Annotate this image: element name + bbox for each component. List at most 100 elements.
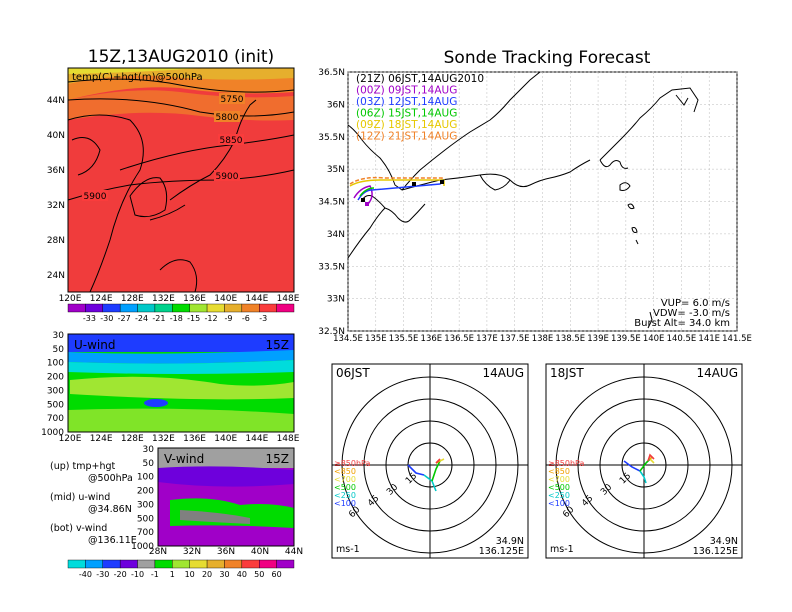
colorbar-swatch (102, 303, 121, 313)
contour-label: 5800 (216, 113, 239, 123)
uwind-label: U-wind (74, 338, 115, 352)
colorbar-swatch (189, 303, 208, 313)
lon-tick-label: 141.5E (722, 334, 752, 344)
colorbar-swatch (224, 303, 243, 313)
colorbar-label: -9 (224, 314, 232, 323)
hodo-level-label: <700 (548, 475, 570, 484)
colorbar-label: 30 (219, 570, 229, 579)
lat-tick-label: 36N (217, 547, 235, 557)
lon-tick-label: 128E (121, 294, 144, 304)
colorbar-label: -27 (118, 314, 131, 323)
legend-up2: @500hPa (88, 473, 133, 484)
lon-tick-label: 139.5E (611, 334, 641, 344)
lon-tick-label: 120E (59, 294, 82, 304)
colorbar-label: -10 (131, 570, 144, 579)
lat-tick-label: 36.5N (318, 68, 345, 78)
colorbar-swatch (137, 303, 156, 313)
lon-tick-label: 148E (277, 294, 300, 304)
lat-tick-label: 36N (47, 166, 65, 176)
pressure-tick-label: 30 (53, 331, 65, 341)
lat-tick-label: 35N (327, 165, 345, 175)
legend-mid: (mid) u-wind (50, 492, 110, 503)
hodo-lon: 136.125E (479, 546, 524, 557)
map500-panel: 5750 5800 5850 5900 5900 temp(C)+hgt(m)@… (67, 67, 295, 293)
hodo-unit: ms-1 (336, 544, 360, 555)
lon-tick-label: 124E (90, 434, 113, 444)
track-legend-entry: (21Z) 06JST,14AUG2010 (356, 73, 484, 85)
lat-tick-label: 33N (327, 295, 345, 305)
colorbar-swatch (206, 559, 225, 569)
lon-tick-label: 138E (532, 334, 554, 344)
pressure-tick-label: 50 (143, 459, 155, 469)
contour-label: 5750 (221, 95, 244, 105)
vup-text: VUP= 6.0 m/s (661, 298, 730, 309)
lon-tick-label: 136E (183, 434, 206, 444)
lat-tick-label: 34.5N (318, 198, 345, 208)
hodo-level-label: ≥850hPa (334, 459, 371, 468)
colorbar-label: 40 (237, 570, 247, 579)
hodo-date: 14AUG (482, 366, 524, 380)
contour-label: 5900 (216, 172, 239, 182)
vwind-lat-axis: 28N 32N 36N 40N 44N (149, 547, 303, 557)
uwind-p-axis: 30 50 100 200 300 500 700 1000 (41, 331, 64, 438)
vdw-text: VDW= -3.0 m/s (653, 308, 730, 319)
hodo-level-label: ≥850hPa (548, 459, 585, 468)
hodo-level-label: <500 (548, 483, 570, 492)
hodo-lon: 136.125E (693, 546, 738, 557)
hodo-level-label: <100 (334, 499, 356, 508)
colorbar-swatch (119, 559, 138, 569)
hodo-segment (623, 460, 641, 472)
vwind-p-axis: 30 50 100 200 300 500 700 1000 (131, 445, 154, 552)
uwind-lon-axis: 120E 124E 128E 132E 136E 140E 144E 148E (59, 434, 300, 444)
colorbar-label: -40 (79, 570, 92, 579)
wind-colorbar: -40 -30 -20 -10 -1 1 10 20 30 40 50 60 (67, 559, 295, 579)
lon-tick-label: 140.5E (667, 334, 697, 344)
pressure-tick-label: 30 (143, 445, 155, 455)
colorbar-label: 50 (254, 570, 264, 579)
lon-tick-label: 141E (698, 334, 720, 344)
lat-tick-label: 33.5N (318, 262, 345, 272)
hodo-segment (439, 458, 445, 462)
lat-tick-label: 28N (149, 547, 167, 557)
hodo-level-label: <100 (548, 499, 570, 508)
contour-label: 5850 (220, 136, 243, 146)
hodo-level-label: <500 (334, 483, 356, 492)
pressure-tick-label: 300 (47, 386, 64, 396)
map500-colorbar: -33 -30 -27 -24 -21 -18 -15 -12 -9 -6 -3 (67, 303, 295, 323)
colorbar-label: -33 (83, 314, 96, 323)
hodo-level-label: <850 (334, 467, 356, 476)
colorbar-label: -21 (152, 314, 165, 323)
colorbar-label: -24 (135, 314, 148, 323)
lat-tick-label: 34N (327, 230, 345, 240)
left-title: 15Z,13AUG2010 (init) (88, 47, 274, 67)
legend-bot2: @136.11E (88, 535, 137, 546)
lat-tick-label: 28N (47, 236, 65, 246)
hodo-time: 06JST (336, 366, 370, 380)
pressure-tick-label: 100 (137, 473, 154, 483)
hodo-segment (639, 470, 647, 484)
lon-tick-label: 134.5E (333, 334, 363, 344)
lon-tick-label: 140E (214, 294, 237, 304)
pressure-tick-label: 1000 (131, 542, 154, 552)
colorbar-swatch (119, 303, 138, 313)
colorbar-swatch (172, 303, 190, 313)
hodo-lat: 34.9N (710, 536, 738, 547)
colorbar-label: -1 (151, 570, 159, 579)
colorbar-swatch (85, 303, 103, 313)
lat-tick-label: 44N (285, 547, 303, 557)
lon-tick-label: 144E (245, 434, 268, 444)
hodo-level-label: <250 (548, 491, 570, 500)
colorbar-swatch (224, 559, 243, 569)
pressure-tick-label: 100 (47, 359, 64, 369)
colorbar-label: -6 (242, 314, 250, 323)
map500-label: temp(C)+hgt(m)@500hPa (72, 72, 203, 83)
colorbar-label: -30 (100, 314, 113, 323)
colorbar-swatch (206, 303, 225, 313)
hodo-segment (435, 458, 441, 464)
track-lon-axis: 134.5E 135E 135.5E 136E 136.5E 137E 137.5E 138E… (333, 334, 752, 344)
colorbar-swatch (276, 303, 295, 313)
lat-tick-label: 32N (47, 201, 65, 211)
vwind-time: 15Z (266, 452, 290, 466)
